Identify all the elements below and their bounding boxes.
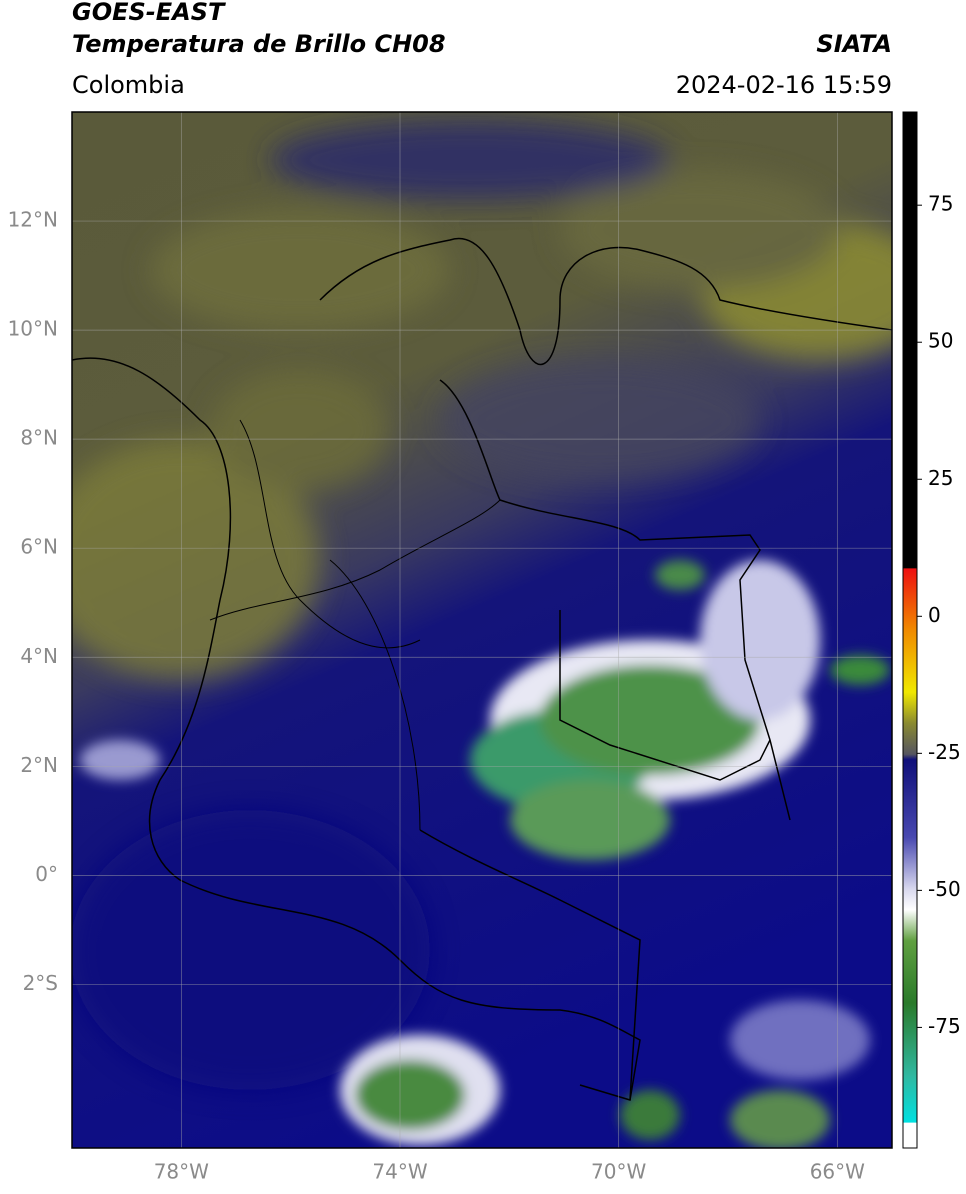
lat-label: 12°N (8, 208, 58, 232)
colorbar (902, 111, 918, 1149)
colorbar-label: -25 (928, 740, 961, 764)
lat-label: 8°N (20, 426, 58, 450)
colorbar-label: -75 (928, 1014, 961, 1038)
lat-label: 0° (35, 862, 58, 886)
lat-label: 2°N (20, 753, 58, 777)
colorbar-label: 25 (928, 466, 953, 490)
lon-label: 66°W (810, 1160, 865, 1184)
datetime: 2024-02-16 15:59 (676, 71, 892, 99)
map-frame (71, 111, 893, 1149)
satellite: GOES-EAST (72, 0, 226, 26)
lat-label: 4°N (20, 644, 58, 668)
colorbar-label: -50 (928, 877, 961, 901)
colorbar-label: 50 (928, 329, 953, 353)
colorbar-label: 75 (928, 192, 953, 216)
lat-label: 6°N (20, 535, 58, 559)
colorbar-label: 0 (928, 603, 941, 627)
lon-label: 70°W (591, 1160, 646, 1184)
lon-label: 78°W (154, 1160, 209, 1184)
satellite-image (72, 112, 892, 1148)
region: Colombia (72, 71, 185, 99)
lon-label: 74°W (372, 1160, 427, 1184)
lat-label: 10°N (8, 317, 58, 341)
source: SIATA (816, 30, 892, 58)
graticule (72, 112, 892, 1148)
product: Temperatura de Brillo CH08 (72, 30, 446, 58)
lat-label: 2°S (23, 971, 58, 995)
borders (72, 237, 892, 1101)
